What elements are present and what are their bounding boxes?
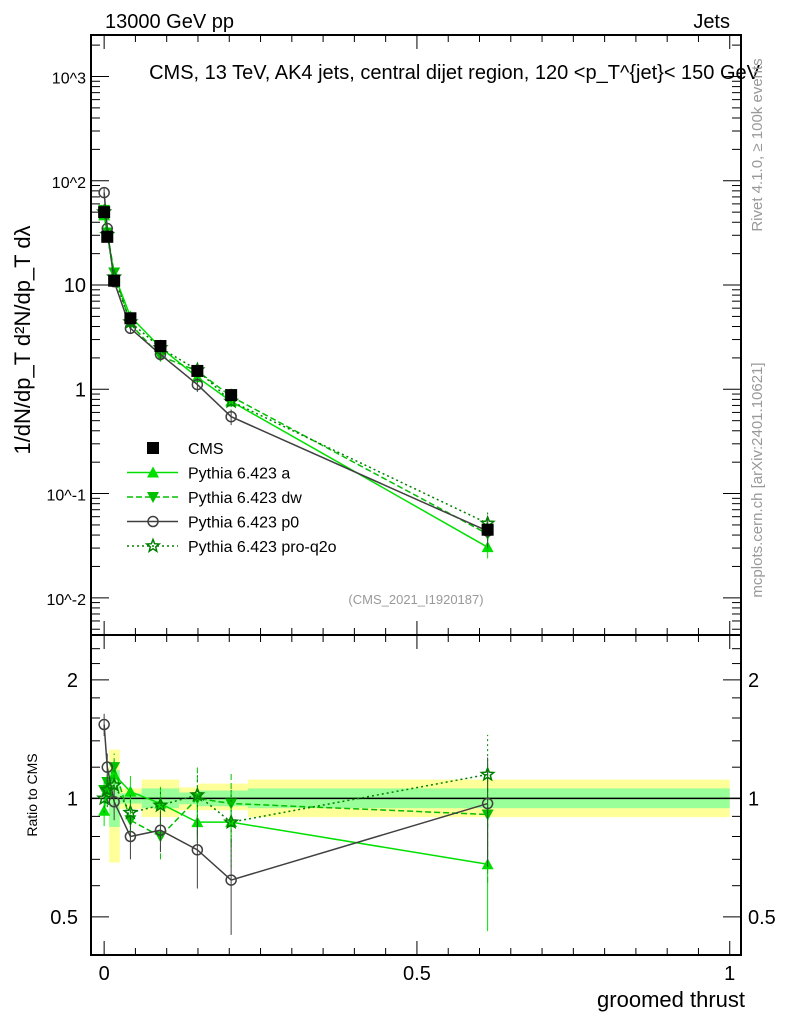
y-tick-label: 10^3 bbox=[52, 70, 86, 87]
data-point-ratio-p0 bbox=[154, 824, 167, 836]
rivet-label: Rivet 4.1.0, ≥ 100k events bbox=[749, 58, 766, 231]
y-tick-label: 10^-2 bbox=[46, 592, 86, 609]
series-line-main-dw bbox=[103, 209, 488, 535]
ratio-y-tick-label: 0.5 bbox=[50, 907, 78, 929]
legend-marker bbox=[147, 492, 159, 503]
y-tick-label: 10 bbox=[64, 275, 86, 297]
data-point-ratio-a bbox=[98, 804, 111, 816]
x-tick-label: 1 bbox=[724, 963, 735, 985]
ratio-y-tick-label-right: 2 bbox=[748, 670, 759, 692]
legend-label: Pythia 6.423 dw bbox=[188, 490, 302, 507]
data-point-main-cms bbox=[101, 230, 114, 243]
data-marks bbox=[96, 186, 496, 935]
data-point-ratio-p0 bbox=[101, 761, 114, 773]
x-axis-label: groomed thrust bbox=[597, 987, 745, 1012]
y-axis-label-main: 1/dN/dp_T d²N/dp_T dλ bbox=[10, 225, 35, 454]
y-tick-label: 1 bbox=[75, 379, 86, 401]
series-line-main-p0 bbox=[103, 192, 488, 532]
data-point-main-cms bbox=[124, 312, 137, 325]
data-point-main-cms bbox=[154, 340, 167, 353]
data-point-main-cms bbox=[481, 523, 494, 536]
series-line-ratio-proq2o bbox=[103, 773, 488, 823]
header-left: 13000 GeV pp bbox=[105, 11, 234, 33]
data-point-ratio-p0 bbox=[98, 718, 110, 731]
legend-marker bbox=[144, 537, 162, 553]
chart-title: CMS, 13 TeV, AK4 jets, central dijet reg… bbox=[149, 62, 761, 84]
ratio-y-tick-label-right: 0.5 bbox=[748, 907, 776, 929]
data-point-ratio-p0 bbox=[481, 797, 494, 810]
data-point-main-cms bbox=[108, 274, 121, 287]
data-point-main-p0 bbox=[98, 186, 110, 199]
data-point-ratio-proq2o bbox=[106, 776, 123, 793]
y-axis-label-ratio: Ratio to CMS bbox=[24, 753, 40, 836]
data-point-main-p0 bbox=[225, 410, 237, 423]
x-tick-label: 0.5 bbox=[403, 963, 431, 985]
data-point-ratio-proq2o bbox=[223, 813, 240, 830]
analysis-id: (CMS_2021_I1920187) bbox=[348, 592, 483, 607]
data-point-ratio-a bbox=[108, 768, 121, 780]
legend-marker bbox=[147, 466, 159, 478]
legend-marker bbox=[147, 515, 159, 528]
data-point-ratio-proq2o bbox=[189, 786, 206, 802]
legend-label: CMS bbox=[188, 441, 224, 458]
data-point-main-cms bbox=[191, 364, 204, 377]
data-point-ratio-p0 bbox=[191, 844, 204, 856]
series-line-ratio-p0 bbox=[103, 724, 488, 881]
data-point-ratio-proq2o bbox=[479, 765, 496, 782]
data-point-main-p0 bbox=[191, 378, 204, 391]
data-point-ratio-proq2o bbox=[99, 781, 116, 798]
ratio-y-tick-label-right: 1 bbox=[748, 788, 759, 810]
legend-label: Pythia 6.423 a bbox=[188, 466, 290, 483]
axis-ticks: 0 0.5 1 10^-2 10^-1 1 10 10^2 10^3 0.5 0.5 1 1 2 2 bbox=[46, 35, 776, 985]
data-point-main-cms bbox=[98, 206, 111, 219]
data-point-ratio-p0 bbox=[225, 874, 237, 886]
data-point-ratio-proq2o bbox=[122, 804, 139, 820]
axes-frames bbox=[90, 34, 742, 956]
data-point-ratio-proq2o bbox=[152, 796, 169, 813]
ratio-y-tick-label: 2 bbox=[67, 670, 78, 692]
data-point-ratio-dw bbox=[225, 798, 238, 810]
y-tick-label: 10^2 bbox=[52, 175, 86, 192]
legend-label: Pythia 6.423 p0 bbox=[188, 515, 299, 532]
legend: CMS Pythia 6.423 a Pythia 6.423 dw Pythia 6… bbox=[127, 441, 337, 556]
ratio-y-tick-label: 1 bbox=[67, 788, 78, 810]
legend-marker bbox=[147, 442, 159, 454]
ratio-frame bbox=[90, 634, 742, 956]
data-point-main-cms bbox=[225, 389, 238, 402]
data-point-ratio-a bbox=[124, 785, 137, 797]
mcplots-label: mcplots.cern.ch [arXiv:2401.10621] bbox=[749, 362, 766, 597]
header-right: Jets bbox=[693, 11, 730, 33]
ratio-bands bbox=[91, 749, 741, 863]
series-line-main-proq2o bbox=[103, 212, 488, 525]
x-tick-label: 0 bbox=[99, 963, 110, 985]
legend-label: Pythia 6.423 pro-q2o bbox=[188, 539, 337, 556]
y-tick-label: 10^-1 bbox=[46, 488, 86, 505]
data-point-ratio-proq2o bbox=[96, 789, 113, 806]
